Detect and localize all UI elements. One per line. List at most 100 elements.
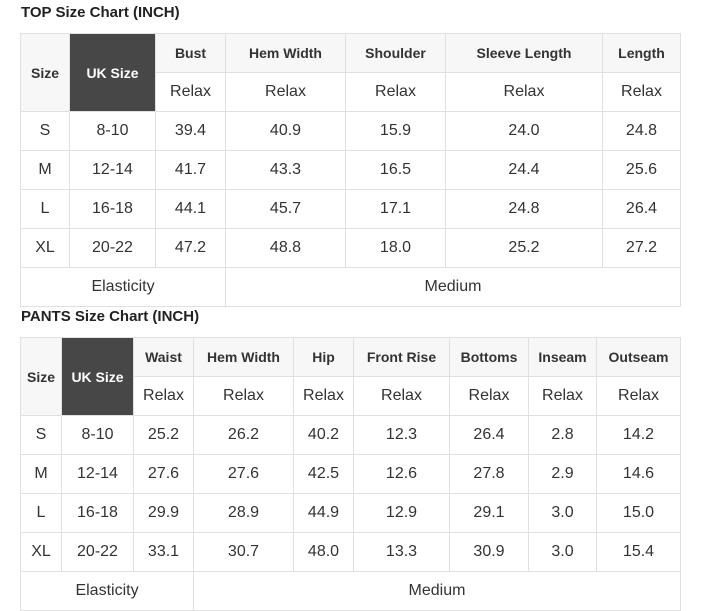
- table-cell: 2.8: [528, 415, 597, 455]
- table-cell: 44.9: [293, 493, 354, 533]
- table-cell: 27.6: [133, 454, 194, 494]
- fit-cell: Relax: [353, 376, 450, 416]
- table-row: S 8-10 25.2 26.2 40.2 12.3 26.4 2.8 14.2: [20, 415, 681, 455]
- column-header: Waist: [133, 337, 194, 377]
- column-header: Length: [602, 33, 681, 73]
- column-header: Sleeve Length: [445, 33, 603, 73]
- column-header: Hip: [293, 337, 354, 377]
- table-cell: 24.0: [445, 111, 603, 151]
- column-header: Front Rise: [353, 337, 450, 377]
- table-cell: 12.6: [353, 454, 450, 494]
- table-cell: 15.0: [596, 493, 681, 533]
- table-cell: M: [20, 150, 70, 190]
- table-cell: 16-18: [61, 493, 134, 533]
- pants-size-table: Size UK Size Waist Hem Width Hip Front Rise Bo…: [20, 337, 681, 611]
- table-cell: 16-18: [69, 189, 156, 229]
- table-cell: 20-22: [61, 532, 134, 572]
- table-cell: 27.8: [449, 454, 529, 494]
- table-row: XL 20-22 33.1 30.7 48.0 13.3 30.9 3.0 15.4: [20, 532, 681, 572]
- table-cell: 45.7: [225, 189, 346, 229]
- table-cell: 40.9: [225, 111, 346, 151]
- table-cell: 24.8: [602, 111, 681, 151]
- top-chart-title: TOP Size Chart (INCH): [21, 4, 180, 21]
- top-size-table: Size UK Size Bust Hem Width Shoulder Sleeve L…: [20, 33, 681, 307]
- table-cell: 14.2: [596, 415, 681, 455]
- table-cell: 24.8: [445, 189, 603, 229]
- table-cell: 12.9: [353, 493, 450, 533]
- table-cell: 25.2: [445, 228, 603, 268]
- elasticity-label: Elasticity: [20, 267, 226, 307]
- table-cell: 39.4: [155, 111, 226, 151]
- column-header: Shoulder: [345, 33, 446, 73]
- table-cell: 14.6: [596, 454, 681, 494]
- table-row: S 8-10 39.4 40.9 15.9 24.0 24.8: [20, 111, 681, 151]
- fit-cell: Relax: [596, 376, 681, 416]
- table-cell: 30.7: [193, 532, 294, 572]
- elasticity-value: Medium: [225, 267, 681, 307]
- table-cell: M: [20, 454, 62, 494]
- table-cell: 41.7: [155, 150, 226, 190]
- table-cell: 40.2: [293, 415, 354, 455]
- fit-cell: Relax: [449, 376, 529, 416]
- table-cell: 26.4: [602, 189, 681, 229]
- table-cell: 43.3: [225, 150, 346, 190]
- table-row: M 12-14 27.6 27.6 42.5 12.6 27.8 2.9 14.6: [20, 454, 681, 494]
- table-cell: 3.0: [528, 532, 597, 572]
- table-cell: 44.1: [155, 189, 226, 229]
- size-header: Size: [20, 33, 70, 112]
- table-cell: 3.0: [528, 493, 597, 533]
- table-cell: 15.4: [596, 532, 681, 572]
- column-header: Hem Width: [193, 337, 294, 377]
- elasticity-label: Elasticity: [20, 571, 194, 611]
- column-header: Hem Width: [225, 33, 346, 73]
- size-header: Size: [20, 337, 62, 416]
- table-cell: 33.1: [133, 532, 194, 572]
- table-cell: 2.9: [528, 454, 597, 494]
- table-cell: 25.6: [602, 150, 681, 190]
- table-cell: XL: [20, 532, 62, 572]
- table-cell: 13.3: [353, 532, 450, 572]
- table-cell: XL: [20, 228, 70, 268]
- table-row: XL 20-22 47.2 48.8 18.0 25.2 27.2: [20, 228, 681, 268]
- table-cell: 15.9: [345, 111, 446, 151]
- fit-cell: Relax: [345, 72, 446, 112]
- table-cell: 17.1: [345, 189, 446, 229]
- column-header: Outseam: [596, 337, 681, 377]
- table-cell: S: [20, 415, 62, 455]
- uk-size-header: UK Size: [61, 337, 134, 416]
- table-cell: L: [20, 189, 70, 229]
- fit-cell: Relax: [602, 72, 681, 112]
- table-cell: 27.2: [602, 228, 681, 268]
- table-cell: L: [20, 493, 62, 533]
- table-cell: 8-10: [61, 415, 134, 455]
- fit-cell: Relax: [445, 72, 603, 112]
- table-row: L 16-18 29.9 28.9 44.9 12.9 29.1 3.0 15.0: [20, 493, 681, 533]
- table-cell: 8-10: [69, 111, 156, 151]
- table-cell: 26.4: [449, 415, 529, 455]
- table-cell: 30.9: [449, 532, 529, 572]
- table-cell: 29.1: [449, 493, 529, 533]
- table-cell: 24.4: [445, 150, 603, 190]
- table-cell: 28.9: [193, 493, 294, 533]
- table-cell: 20-22: [69, 228, 156, 268]
- table-cell: 27.6: [193, 454, 294, 494]
- table-cell: 42.5: [293, 454, 354, 494]
- elasticity-value: Medium: [193, 571, 681, 611]
- table-row: M 12-14 41.7 43.3 16.5 24.4 25.6: [20, 150, 681, 190]
- pants-chart-title: PANTS Size Chart (INCH): [21, 308, 200, 325]
- table-cell: 12.3: [353, 415, 450, 455]
- fit-cell: Relax: [293, 376, 354, 416]
- table-row: L 16-18 44.1 45.7 17.1 24.8 26.4: [20, 189, 681, 229]
- table-cell: 16.5: [345, 150, 446, 190]
- table-cell: 12-14: [69, 150, 156, 190]
- table-cell: 25.2: [133, 415, 194, 455]
- table-cell: S: [20, 111, 70, 151]
- table-cell: 12-14: [61, 454, 134, 494]
- fit-cell: Relax: [225, 72, 346, 112]
- fit-cell: Relax: [528, 376, 597, 416]
- table-cell: 47.2: [155, 228, 226, 268]
- table-cell: 18.0: [345, 228, 446, 268]
- fit-cell: Relax: [193, 376, 294, 416]
- fit-cell: Relax: [155, 72, 226, 112]
- column-header: Bottoms: [449, 337, 529, 377]
